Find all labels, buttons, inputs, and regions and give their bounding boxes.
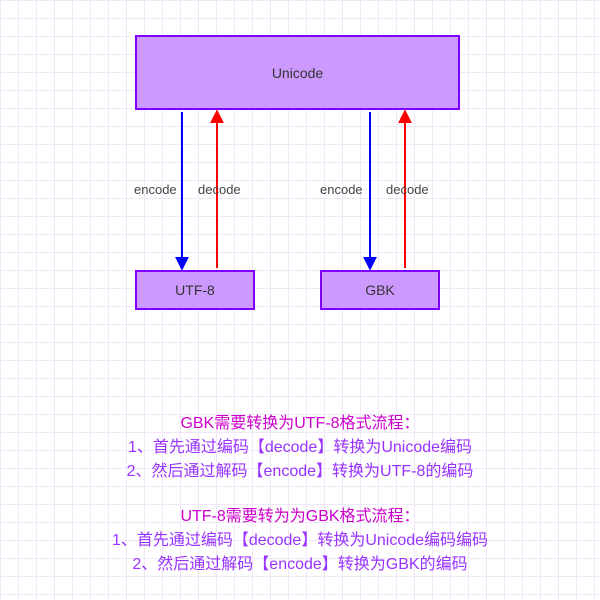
utf8-node: UTF-8 <box>135 270 255 310</box>
section-utf8-to-gbk-line-1: 1、首先通过编码【decode】转换为Unicode编码编码 <box>0 529 600 553</box>
section-utf8-to-gbk-line-0: UTF-8需要转为为GBK格式流程： <box>0 505 600 529</box>
unicode-node-label: Unicode <box>272 65 323 81</box>
section-gbk-to-utf8-line-1: 1、首先通过编码【decode】转换为Unicode编码 <box>0 436 600 460</box>
encode-left-label: encode <box>134 182 177 197</box>
utf8-node-label: UTF-8 <box>175 282 215 298</box>
section-utf8-to-gbk: UTF-8需要转为为GBK格式流程：1、首先通过编码【decode】转换为Uni… <box>0 505 600 577</box>
section-gbk-to-utf8: GBK需要转换为UTF-8格式流程：1、首先通过编码【decode】转换为Uni… <box>0 412 600 484</box>
section-gbk-to-utf8-line-0: GBK需要转换为UTF-8格式流程： <box>0 412 600 436</box>
gbk-node-label: GBK <box>365 282 395 298</box>
decode-left-label: decode <box>198 182 241 197</box>
encode-right-label: encode <box>320 182 363 197</box>
section-gbk-to-utf8-line-2: 2、然后通过解码【encode】转换为UTF-8的编码 <box>0 460 600 484</box>
unicode-node: Unicode <box>135 35 460 110</box>
gbk-node: GBK <box>320 270 440 310</box>
decode-right-label: decode <box>386 182 429 197</box>
section-utf8-to-gbk-line-2: 2、然后通过解码【encode】转换为GBK的编码 <box>0 553 600 577</box>
